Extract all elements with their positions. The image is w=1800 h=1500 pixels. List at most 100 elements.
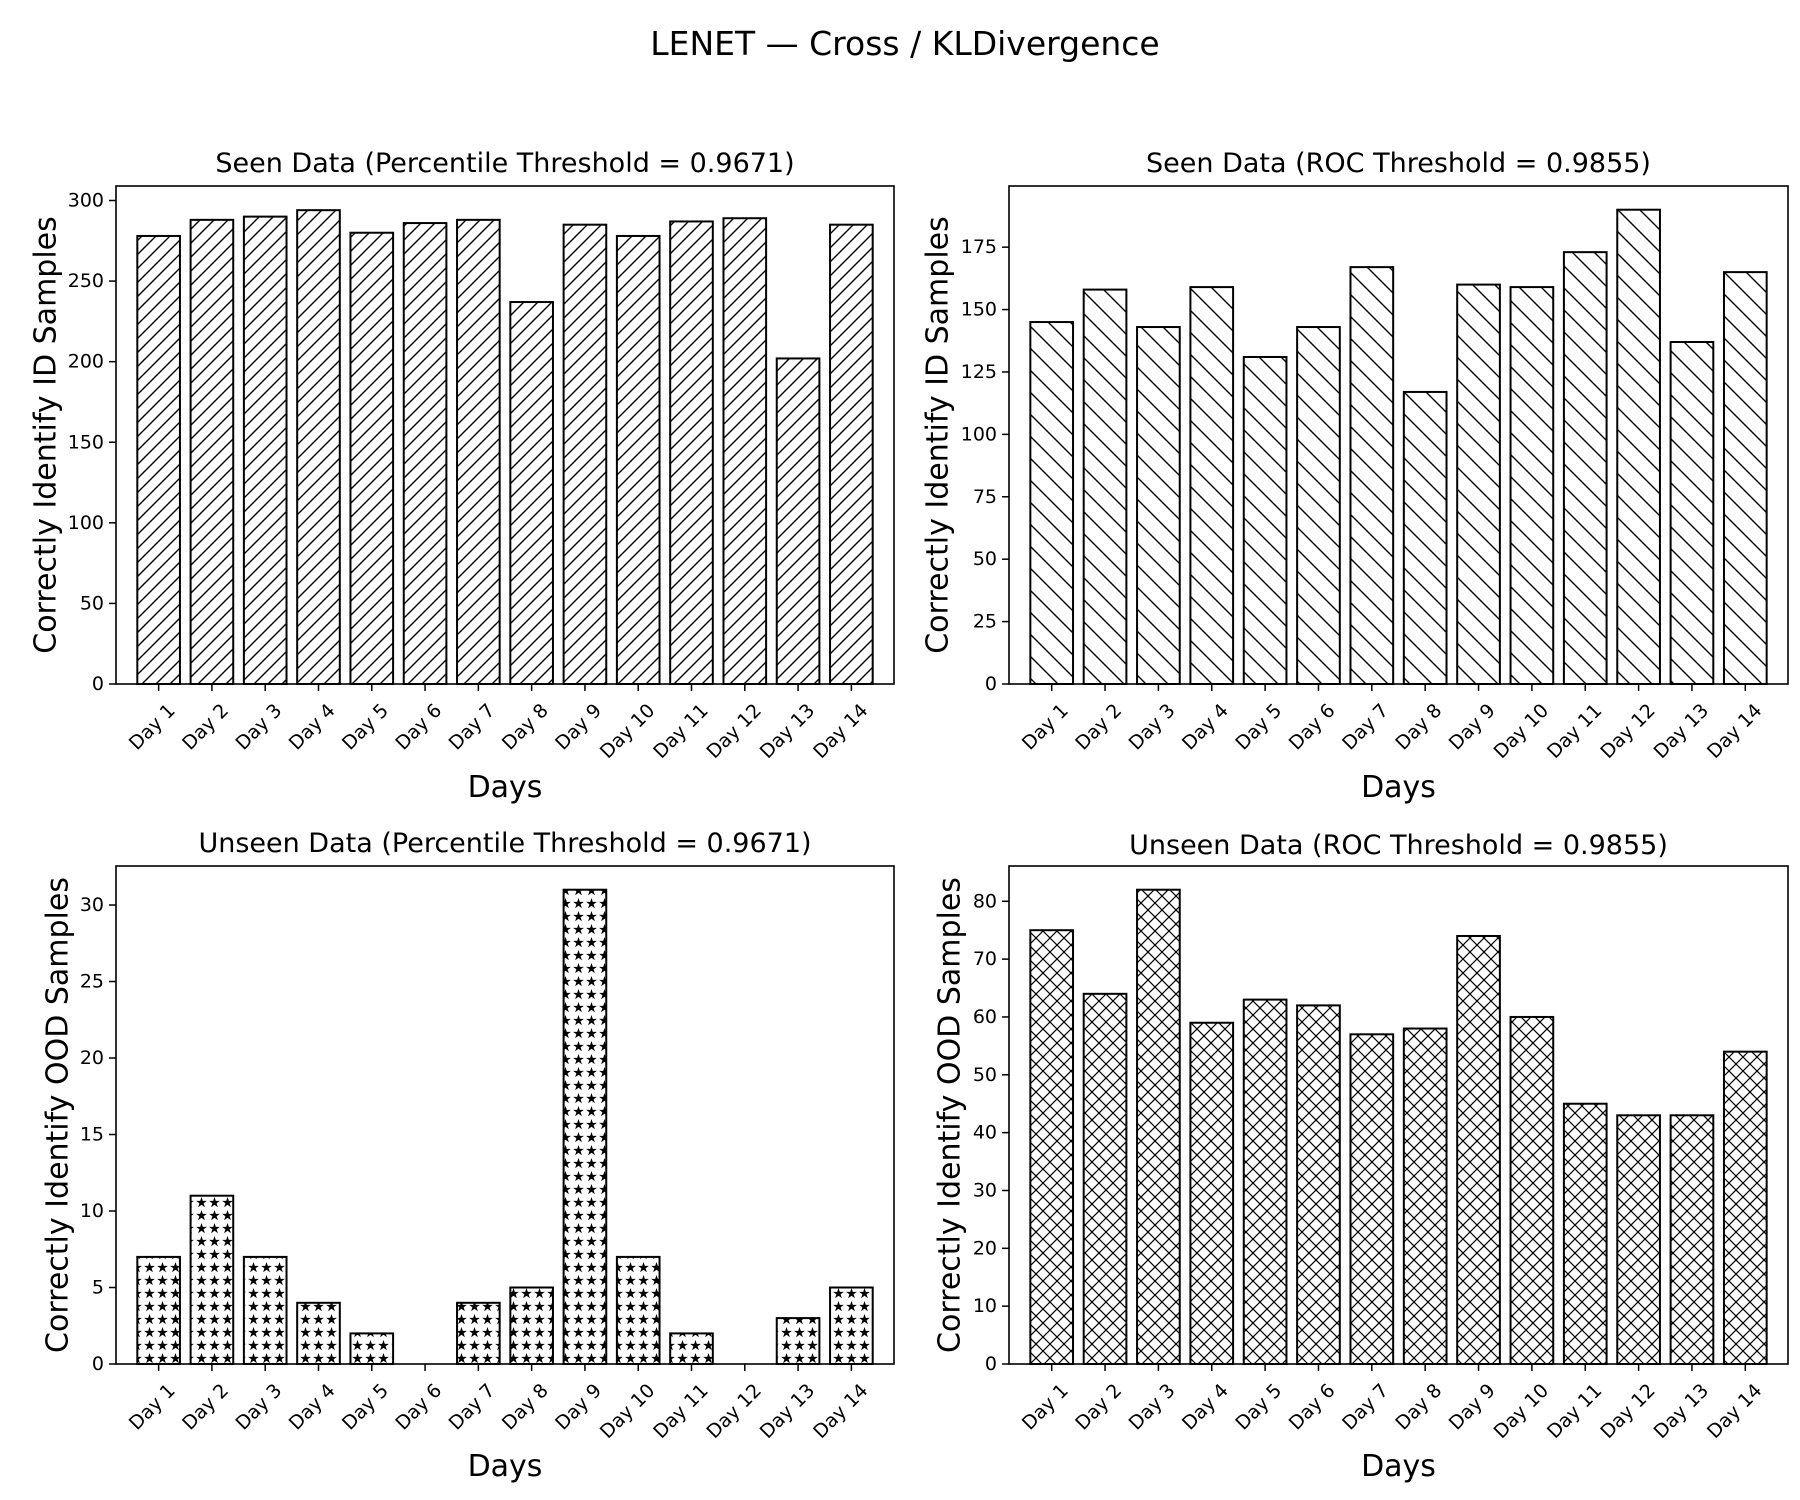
bar — [136, 234, 181, 686]
bar — [1296, 1004, 1341, 1365]
y-tick-label: 80 — [973, 890, 997, 912]
y-tick-label: 10 — [80, 1200, 104, 1222]
x-tick-label: Day 6 — [391, 700, 446, 755]
x-tick-label: Day 4 — [1178, 700, 1233, 755]
y-tick-label: 150 — [68, 431, 104, 453]
x-tick-label: Day 5 — [338, 700, 393, 755]
bar — [775, 1317, 821, 1366]
bar — [562, 223, 608, 685]
x-axis-label: Days — [1361, 1449, 1436, 1484]
bar — [1082, 992, 1128, 1366]
bar — [1082, 288, 1128, 685]
x-tick-label: Day 1 — [125, 1380, 180, 1435]
x-tick-label: Day 11 — [649, 1380, 712, 1443]
x-tick-label: Day 5 — [1231, 1380, 1286, 1435]
x-tick-label: Day 13 — [1650, 700, 1713, 763]
seen-roc-panel: Seen Data (ROC Threshold = 0.9855) Days … — [921, 148, 1789, 805]
y-tick-label: 250 — [68, 270, 104, 292]
x-tick-label: Day 14 — [1703, 700, 1766, 763]
unseen-percentile-panel: Unseen Data (Percentile Threshold = 0.96… — [41, 828, 895, 1484]
bar — [1136, 888, 1181, 1365]
x-tick-label: Day 13 — [756, 1380, 819, 1443]
x-tick-label: Day 7 — [445, 1380, 500, 1435]
bar — [1242, 998, 1288, 1365]
y-tick-label: 25 — [973, 611, 997, 633]
y-tick-label: 50 — [80, 592, 104, 614]
y-axis-label: Correctly Identify OOD Samples — [933, 877, 968, 1353]
x-tick-label: Day 7 — [445, 700, 500, 755]
figure-title: LENET — Cross / KLDivergence — [650, 24, 1160, 63]
x-tick-label: Day 14 — [809, 700, 872, 763]
x-tick-label: Day 11 — [1543, 700, 1606, 763]
y-tick-label: 20 — [973, 1237, 997, 1259]
x-tick-label: Day 12 — [1596, 700, 1659, 763]
y-tick-label: 30 — [80, 894, 104, 916]
bar — [1136, 326, 1181, 685]
bar — [242, 1255, 288, 1365]
x-tick-label: Day 12 — [702, 1380, 765, 1443]
x-tick-label: Day 13 — [756, 700, 819, 763]
panel-title: Seen Data (Percentile Threshold = 0.9671… — [215, 148, 794, 179]
x-tick-label: Day 8 — [498, 700, 553, 755]
x-tick-label: Day 12 — [702, 700, 765, 763]
bar — [1189, 1021, 1235, 1366]
bar — [1402, 1027, 1448, 1366]
bar — [669, 1332, 714, 1365]
y-tick-label: 20 — [80, 1047, 104, 1069]
seen-percentile-panel: Seen Data (Percentile Threshold = 0.9671… — [29, 148, 895, 805]
y-tick-label: 10 — [973, 1295, 997, 1317]
x-tick-label: Day 14 — [809, 1380, 872, 1443]
bar — [829, 1286, 874, 1366]
x-tick-label: Day 4 — [1178, 1380, 1233, 1435]
x-tick-label: Day 8 — [1391, 1380, 1446, 1435]
y-tick-label: 0 — [985, 1353, 997, 1375]
x-tick-label: Day 3 — [231, 700, 286, 755]
bar — [1029, 929, 1075, 1365]
x-tick-label: Day 10 — [1490, 1380, 1553, 1443]
plot-frame — [115, 185, 895, 685]
bar — [456, 1301, 501, 1366]
x-tick-label: Day 14 — [1703, 1380, 1766, 1443]
plot-frame — [115, 865, 895, 1365]
x-tick-label: Day 5 — [338, 1380, 393, 1435]
bar — [296, 1301, 341, 1366]
x-tick-label: Day 7 — [1338, 1380, 1393, 1435]
y-axis-label: Correctly Identify ID Samples — [921, 216, 956, 654]
bar — [1456, 283, 1501, 685]
y-tick-label: 5 — [92, 1277, 104, 1299]
x-tick-label: Day 10 — [1490, 700, 1553, 763]
bar — [1402, 390, 1448, 685]
bar — [1189, 286, 1235, 685]
y-tick-label: 150 — [961, 299, 997, 321]
y-tick-label: 0 — [92, 673, 104, 695]
bar — [1456, 934, 1501, 1366]
x-tick-label: Day 10 — [596, 1380, 659, 1443]
bar — [1349, 266, 1395, 685]
bar — [1029, 321, 1075, 685]
y-tick-label: 25 — [80, 971, 104, 993]
y-tick-label: 200 — [68, 351, 104, 373]
bar — [1509, 1015, 1555, 1365]
x-tick-label: Day 13 — [1650, 1380, 1713, 1443]
bar — [1669, 1114, 1715, 1365]
x-tick-label: Day 7 — [1338, 700, 1393, 755]
y-tick-label: 70 — [973, 948, 997, 970]
y-tick-label: 60 — [973, 1006, 997, 1028]
x-tick-label: Day 6 — [1285, 700, 1340, 755]
x-tick-label: Day 3 — [1125, 1380, 1180, 1435]
bar — [775, 357, 821, 685]
y-tick-label: 125 — [961, 361, 997, 383]
x-tick-label: Day 2 — [1071, 700, 1126, 755]
x-tick-label: Day 11 — [1543, 1380, 1606, 1443]
x-tick-label: Day 8 — [498, 1380, 553, 1435]
bar — [456, 218, 501, 685]
bar — [669, 220, 714, 686]
bar — [189, 1194, 235, 1366]
y-tick-label: 100 — [961, 423, 997, 445]
x-axis-label: Days — [468, 770, 543, 805]
plot-frame — [1008, 865, 1789, 1365]
bar — [136, 1255, 181, 1365]
bar — [722, 217, 768, 686]
unseen-roc-panel: Unseen Data (ROC Threshold = 0.9855) Day… — [933, 830, 1789, 1484]
bar — [349, 231, 395, 686]
